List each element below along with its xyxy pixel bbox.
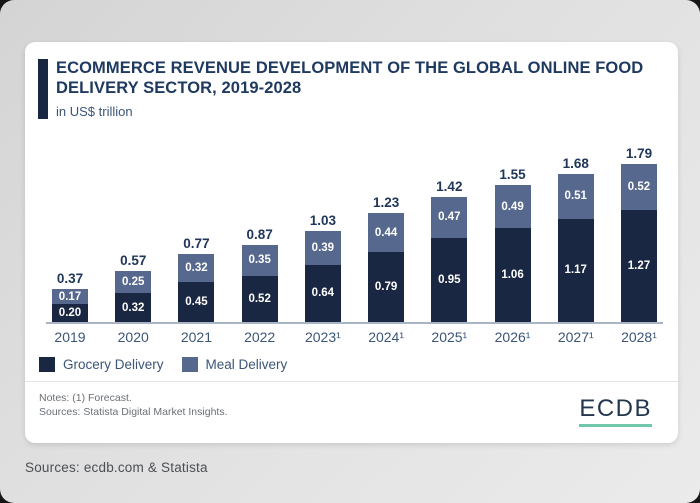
bar-segment-meal-delivery: 0.44 — [368, 213, 405, 253]
bar-segment-meal-delivery: 0.49 — [494, 185, 531, 229]
bar-stack: 0.52 1.27 — [620, 164, 657, 322]
chart-title: ECOMMERCE REVENUE DEVELOPMENT OF THE GLO… — [56, 59, 644, 97]
bar-total-label: 0.87 — [246, 227, 273, 242]
legend-swatch-icon — [181, 356, 198, 372]
bar-column: 0.87 0.35 0.52 — [241, 227, 278, 322]
bar-segment-grocery-delivery: 0.64 — [304, 265, 341, 322]
bar-segment-meal-delivery: 0.35 — [241, 245, 278, 276]
bar-total-label: 1.03 — [309, 213, 337, 228]
chart-legend: Grocery Delivery Meal Delivery — [39, 356, 664, 372]
footnote-forecast: Notes: (1) Forecast. — [39, 391, 132, 404]
legend-label: Grocery Delivery — [63, 356, 164, 372]
legend-item: Meal Delivery — [181, 356, 288, 372]
bar-column: 1.55 0.49 1.06 — [494, 167, 531, 322]
bar-segment-grocery-delivery: 0.20 — [52, 304, 88, 322]
bar-total-label: 1.42 — [436, 178, 463, 194]
x-axis-label: 2025¹ — [431, 328, 468, 345]
bar-segment-meal-delivery: 0.51 — [557, 173, 594, 219]
bar-segment-meal-delivery: 0.32 — [178, 253, 215, 282]
x-axis-label: 2022 — [244, 328, 276, 345]
bar-segment-grocery-delivery: 1.27 — [620, 209, 657, 322]
bar-total-label: 0.77 — [183, 235, 210, 251]
bar-segment-grocery-delivery: 1.06 — [494, 228, 531, 322]
x-axis-label: 2021 — [180, 328, 213, 345]
bar-stack: 0.49 1.06 — [494, 185, 531, 322]
x-axis-label: 2020 — [117, 328, 149, 345]
chart-card: ECOMMERCE REVENUE DEVELOPMENT OF THE GLO… — [25, 42, 678, 443]
bar-total-label: 1.68 — [562, 155, 589, 171]
x-axis-label: 2027¹ — [557, 328, 594, 345]
x-axis-label: 2026¹ — [494, 328, 531, 345]
bar-segment-meal-delivery: 0.25 — [115, 271, 152, 294]
bar-columns: 0.37 0.17 0.20 0.57 0.25 0.32 0.77 0.32 0.45 0.87… — [46, 141, 663, 322]
bar-total-label: 1.55 — [499, 167, 526, 183]
bar-column: 1.42 0.47 0.95 — [431, 178, 468, 322]
bar-column: 0.57 0.25 0.32 — [115, 253, 152, 322]
bar-total-label: 1.79 — [625, 146, 653, 161]
chart-header: ECOMMERCE REVENUE DEVELOPMENT OF THE GLO… — [25, 42, 678, 119]
bar-column: 0.37 0.17 0.20 — [52, 271, 88, 322]
bar-stack: 0.51 1.17 — [557, 173, 594, 322]
bar-segment-grocery-delivery: 0.32 — [115, 293, 152, 322]
bar-stack: 0.44 0.79 — [368, 213, 405, 322]
bar-stack: 0.32 0.45 — [178, 253, 215, 322]
title-block: ECOMMERCE REVENUE DEVELOPMENT OF THE GLO… — [56, 59, 664, 119]
legend-item: Grocery Delivery — [39, 356, 164, 372]
footnote-source: Sources: Statista Digital Market Insight… — [39, 406, 228, 419]
bar-chart-plot-area: 0.37 0.17 0.20 0.57 0.25 0.32 0.77 0.32 0.45 0.87… — [46, 141, 663, 324]
bar-column: 1.23 0.44 0.79 — [368, 195, 405, 322]
x-axis-label: 2028¹ — [621, 328, 657, 345]
bar-stack: 0.47 0.95 — [431, 196, 468, 322]
chart-subtitle: in US$ trillion — [56, 103, 133, 119]
bar-stack: 0.35 0.52 — [241, 245, 278, 322]
bar-segment-grocery-delivery: 0.79 — [368, 252, 405, 322]
x-axis-label: 2024¹ — [368, 328, 404, 345]
x-axis-label: 2019 — [54, 328, 86, 345]
bar-segment-meal-delivery: 0.17 — [52, 289, 88, 304]
x-axis-label: 2023¹ — [304, 328, 341, 345]
bar-segment-meal-delivery: 0.39 — [304, 231, 341, 266]
bar-total-label: 1.23 — [372, 195, 400, 211]
title-accent-bar — [38, 59, 48, 119]
bar-column: 1.68 0.51 1.17 — [557, 155, 594, 322]
bar-stack: 0.39 0.64 — [304, 231, 341, 322]
legend-label: Meal Delivery — [205, 356, 288, 372]
bar-stack: 0.17 0.20 — [52, 289, 88, 322]
bar-total-label: 0.57 — [120, 253, 147, 269]
ecdb-logo: ECDB — [579, 396, 652, 427]
bar-segment-meal-delivery: 0.47 — [431, 196, 468, 238]
bar-total-label: 0.37 — [56, 271, 84, 286]
card-footer: Notes: (1) Forecast. Sources: Statista D… — [25, 380, 678, 427]
image-source-caption: Sources: ecdb.com & Statista — [25, 460, 208, 475]
bar-segment-grocery-delivery: 0.52 — [241, 275, 278, 322]
bar-column: 1.03 0.39 0.64 — [304, 213, 341, 322]
x-axis-labels: 2019 2020 2021 2022 2023¹ 2024¹ 2025¹ 2026¹ 2027… — [46, 329, 663, 345]
bar-segment-grocery-delivery: 0.45 — [178, 282, 215, 322]
bar-column: 0.77 0.32 0.45 — [178, 235, 215, 322]
footnotes: Notes: (1) Forecast. Sources: Statista D… — [39, 391, 228, 420]
bar-segment-grocery-delivery: 0.95 — [431, 238, 468, 322]
bar-segment-meal-delivery: 0.52 — [620, 164, 657, 210]
bar-column: 1.79 0.52 1.27 — [620, 146, 657, 322]
bar-stack: 0.25 0.32 — [115, 271, 152, 322]
legend-swatch-icon — [39, 356, 55, 372]
bar-segment-grocery-delivery: 1.17 — [557, 218, 594, 322]
